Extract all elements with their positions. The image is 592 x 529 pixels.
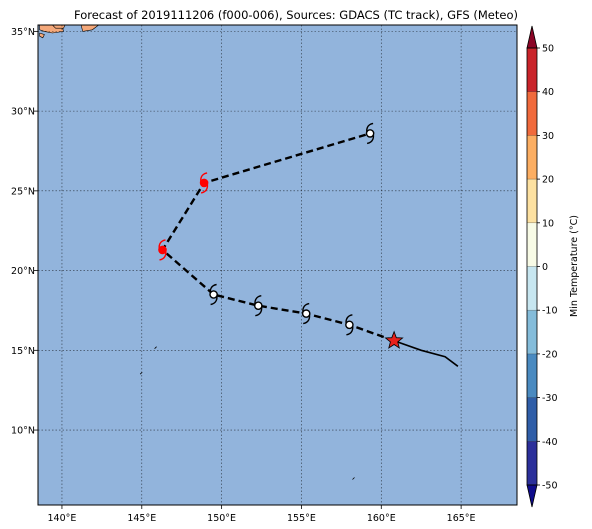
y-tick-label: 35°N	[11, 27, 35, 38]
x-tick-label: 165°E	[447, 513, 476, 524]
axis-ticks: 140°E 145°E 150°E 155°E 160°E 165°E 10°N 15°N 20…	[11, 27, 476, 524]
land-island	[39, 32, 45, 39]
cyclone-symbol-icon	[158, 239, 167, 261]
land-island	[80, 25, 100, 32]
y-tick-label: 10°N	[11, 426, 35, 437]
small-island	[352, 477, 355, 480]
y-tick-label: 15°N	[11, 346, 35, 357]
small-island	[154, 346, 157, 349]
observed-track-line	[393, 339, 459, 367]
colorbar-tick-label: 40	[542, 87, 554, 98]
colorbar-segment	[527, 91, 537, 136]
colorbar-tick-label: -40	[542, 437, 558, 448]
land-layer	[39, 25, 355, 480]
colorbar-tick-label: 50	[542, 44, 554, 55]
ocean-area	[38, 25, 517, 505]
colorbar-tick-label: 10	[542, 218, 554, 229]
colorbar-segment	[527, 179, 537, 223]
cyclone-symbol-icon	[301, 302, 311, 325]
colorbar-tick-label: -20	[542, 349, 558, 360]
colorbar-segment	[527, 222, 537, 267]
colorbar-segment	[527, 48, 537, 92]
track-layer	[158, 122, 459, 367]
colorbar-segment	[527, 441, 537, 485]
colorbar-segment	[527, 353, 537, 398]
forecast-track-line	[160, 132, 395, 342]
cyclone-symbol-icon	[345, 314, 354, 336]
cyclone-symbol-icon	[365, 122, 375, 145]
colorbar-tick-label: 0	[542, 262, 548, 273]
gridlines	[38, 25, 517, 505]
colorbar: -50 -40 -30 -20 -10 0 10 20 30 40 50	[526, 25, 558, 508]
x-tick-label: 160°E	[367, 513, 396, 524]
colorbar-segment	[527, 310, 537, 354]
x-tick-label: 140°E	[48, 513, 77, 524]
chart-title: Forecast of 2019111206 (f000-006), Sourc…	[74, 8, 518, 22]
cyclone-symbol-icon	[209, 283, 218, 306]
x-tick-label: 150°E	[207, 513, 236, 524]
colorbar-segment	[527, 266, 537, 311]
colorbar-tick-label: 20	[542, 175, 554, 186]
x-tick-label: 145°E	[127, 513, 156, 524]
colorbar-segment	[527, 397, 537, 442]
colorbar-tick-label: 30	[542, 131, 554, 142]
colorbar-tick-label: -10	[542, 306, 558, 317]
y-tick-label: 30°N	[11, 107, 35, 118]
colorbar-extend-max	[526, 25, 538, 49]
colorbar-tick-label: -30	[542, 393, 558, 404]
current-position-star-icon	[384, 330, 404, 349]
colorbar-tick-label: -50	[542, 481, 558, 492]
x-tick-label: 155°E	[287, 513, 316, 524]
colorbar-segment	[527, 135, 537, 180]
colorbar-extend-min	[526, 484, 538, 508]
y-tick-label: 20°N	[11, 266, 35, 277]
y-tick-label: 25°N	[11, 186, 35, 197]
map-frame	[37, 24, 518, 506]
cyclone-symbol-icon	[199, 172, 209, 194]
colorbar-label: Min Temperature (°C)	[569, 215, 580, 317]
cyclone-symbol-icon	[253, 295, 263, 317]
